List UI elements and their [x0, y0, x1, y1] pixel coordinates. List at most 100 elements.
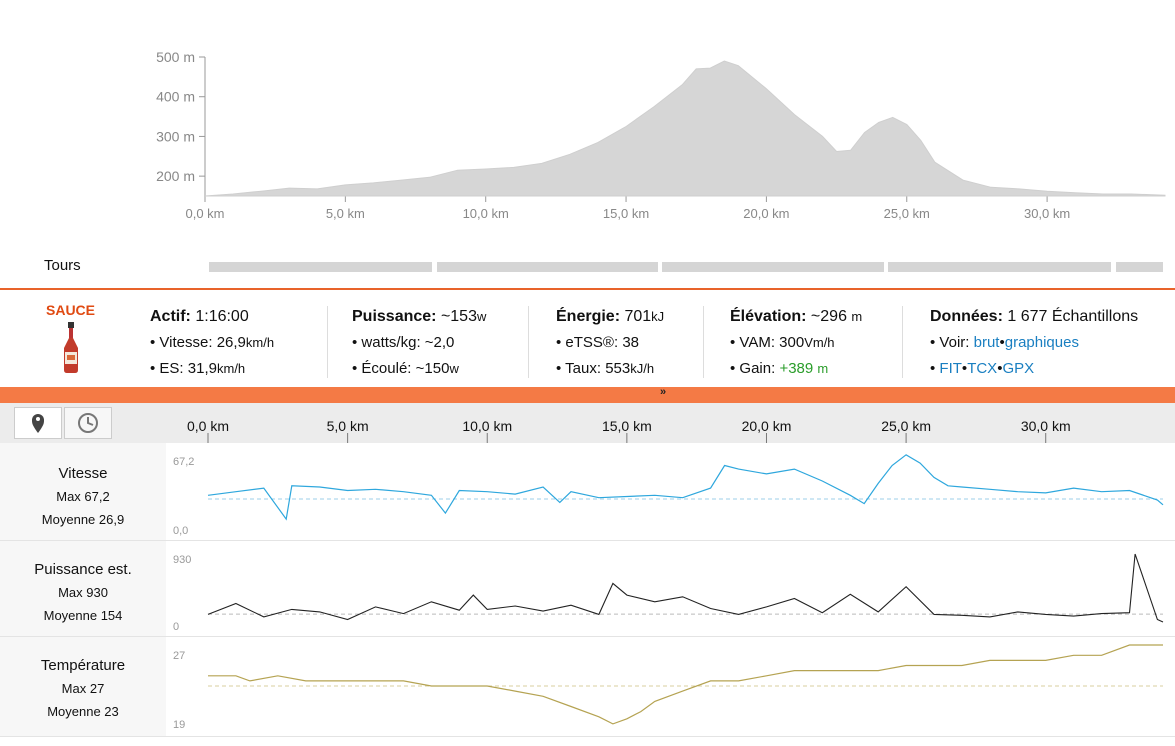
raw-link[interactable]: brut	[973, 334, 1000, 351]
elapsed-unit: w	[449, 361, 459, 376]
energy-label: Énergie:	[556, 308, 621, 325]
elevation-area	[204, 60, 1166, 197]
stream-x-tick-label: 30,0 km	[1021, 418, 1071, 434]
laps-label: Tours	[44, 257, 81, 274]
map-pin-icon	[32, 414, 44, 433]
elevation-y-tick-label: 400 m	[156, 89, 195, 105]
fit-export-link[interactable]: FIT	[939, 360, 962, 377]
power-ymax-label: 930	[173, 554, 191, 566]
sauce-logo-text: SAUCE	[46, 302, 96, 318]
vam-label: VAM:	[739, 334, 775, 351]
power-stream-chart[interactable]: 930 0	[166, 541, 1175, 635]
rate-unit: kJ/h	[630, 361, 655, 376]
elevation-y-tick-label: 500 m	[156, 49, 195, 65]
elevation-x-tick-label: 0,0 km	[185, 206, 224, 221]
graphs-link[interactable]: graphiques	[1004, 334, 1079, 351]
temp-stream-title: Température	[40, 657, 126, 674]
elevation-x-tick-label: 5,0 km	[326, 206, 365, 221]
data-label: Données:	[930, 308, 1003, 325]
power-series-line	[207, 553, 1164, 623]
elevation-x-axis: 0,0 km 5,0 km 10,0 km 15,0 km 20,0 km 25,0 km…	[185, 195, 1165, 221]
speed-stream-avg: Moyenne 26,9	[41, 512, 125, 527]
stream-x-tick-label: 20,0 km	[742, 418, 792, 434]
elevation-unit: m	[851, 309, 863, 324]
stream-x-axis: 0,0 km 5,0 km 10,0 km 15,0 km 20,0 km 25,0 km…	[187, 418, 1071, 443]
stream-x-tick-label: 5,0 km	[327, 418, 369, 434]
tcx-export-link[interactable]: TCX	[967, 360, 998, 377]
temp-stream-chart[interactable]: 27 19	[166, 637, 1175, 735]
summary-energy-col: Énergie: 701kJ • eTSS®: 38 • Taux: 553kJ…	[556, 308, 665, 377]
elevation-x-tick-label: 20,0 km	[743, 206, 789, 221]
row-divider	[0, 736, 1175, 737]
etss-value: 38	[622, 334, 640, 351]
summary-power-col: Puissance: ~153w • watts/kg: ~2,0 • Écou…	[352, 308, 487, 377]
elevation-label: Élévation:	[730, 308, 807, 325]
elevation-chart: 500 m 400 m 300 m 200 m 0,0 km 5,0 km 10,0 km…	[156, 49, 1166, 221]
divider	[327, 306, 328, 378]
elapsed-label: Écoulé:	[361, 360, 412, 377]
power-label: Puissance:	[352, 308, 437, 325]
es-unit: km/h	[216, 361, 246, 376]
summary-data-col: Données: 1 677 Échantillons • Voir: brut…	[930, 308, 1139, 377]
divider	[902, 306, 903, 378]
lap-segment[interactable]	[437, 262, 658, 272]
temp-stream-avg: Moyenne 23	[47, 704, 119, 719]
speed-series-line	[207, 454, 1164, 521]
gpx-export-link[interactable]: GPX	[1002, 360, 1035, 377]
temp-stream-max: Max 27	[61, 681, 105, 696]
power-stream-max: Max 930	[58, 585, 108, 600]
power-stream-avg: Moyenne 154	[43, 608, 123, 623]
energy-unit: kJ	[651, 309, 665, 324]
speed-stream-chart[interactable]: 67,2 0,0	[166, 443, 1175, 539]
lap-segment[interactable]	[662, 262, 884, 272]
stream-x-tick-label: 0,0 km	[187, 418, 229, 434]
elapsed-value: ~150	[415, 360, 450, 377]
elevation-x-tick-label: 25,0 km	[884, 206, 930, 221]
rate-value: 553	[605, 360, 631, 377]
speed-stream-title: Vitesse	[58, 465, 108, 482]
elevation-x-tick-label: 30,0 km	[1024, 206, 1070, 221]
distance-mode-button[interactable]	[14, 407, 62, 439]
etss-label: eTSS®:	[565, 334, 619, 351]
time-mode-button[interactable]	[64, 407, 112, 439]
speed-unit: km/h	[245, 335, 275, 350]
stream-x-tick-label: 10,0 km	[462, 418, 512, 434]
vam-value: 300	[779, 334, 805, 351]
active-value: 1:16:00	[195, 308, 249, 325]
lap-segment[interactable]	[209, 262, 432, 272]
speed-value: 26,9	[216, 334, 246, 351]
elevation-y-tick-label: 200 m	[156, 168, 195, 184]
stream-x-tick-label: 15,0 km	[602, 418, 652, 434]
divider	[528, 306, 529, 378]
vam-unit: Vm/h	[804, 335, 835, 350]
clock-icon	[78, 413, 98, 433]
speed-ymin-label: 0,0	[173, 525, 188, 537]
expand-panel-bar[interactable]	[0, 387, 1175, 403]
power-value: ~153	[440, 308, 477, 325]
speed-label: Vitesse:	[159, 334, 213, 351]
temp-ymin-label: 19	[173, 719, 185, 731]
wkg-value: ~2,0	[424, 334, 455, 351]
activity-summary: SAUCE Actif: 1:16:00 • Vitesse: 26,9km/h…	[0, 288, 1175, 388]
elevation-x-tick-label: 15,0 km	[603, 206, 649, 221]
data-value: 1 677 Échantillons	[1007, 308, 1139, 325]
temp-series-line	[208, 644, 1163, 725]
streams-toolbar	[0, 403, 1175, 443]
summary-elevation-col: Élévation: ~296 m • VAM: 300Vm/h • Gain:…	[730, 308, 863, 377]
es-label: ES:	[159, 360, 184, 377]
gain-unit: m	[817, 361, 829, 376]
elevation-y-tick-label: 300 m	[156, 128, 195, 144]
summary-active-col: Actif: 1:16:00 • Vitesse: 26,9km/h • ES:…	[150, 308, 275, 377]
active-label: Actif:	[150, 308, 191, 325]
double-chevron-down-icon[interactable]: »	[660, 386, 667, 398]
power-row-label: Puissance est. Max 930 Moyenne 154	[0, 558, 166, 627]
power-unit: w	[476, 309, 487, 324]
rate-label: Taux:	[565, 360, 602, 377]
elevation-y-axis: 500 m 400 m 300 m 200 m	[156, 49, 206, 196]
row-labels-bg	[0, 443, 166, 737]
elevation-x-tick-label: 10,0 km	[463, 206, 509, 221]
temp-ymax-label: 27	[173, 650, 185, 662]
speed-stream-max: Max 67,2	[56, 489, 110, 504]
lap-segment[interactable]	[1116, 262, 1163, 272]
lap-segment[interactable]	[888, 262, 1111, 272]
